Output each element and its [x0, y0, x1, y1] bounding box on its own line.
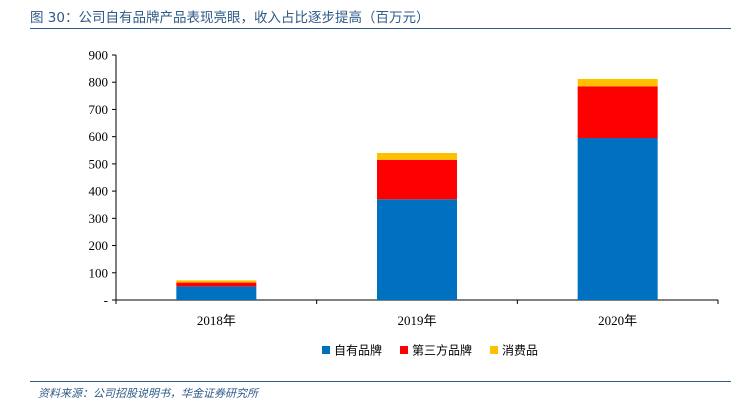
- source-note: 资料来源：公司招股说明书，华金证券研究所: [38, 387, 258, 400]
- y-tick-label: 300: [89, 211, 109, 226]
- bar-segment: [176, 286, 257, 300]
- bar-segment: [176, 282, 257, 287]
- y-tick-label: 400: [89, 184, 109, 199]
- bar-segment: [377, 153, 457, 160]
- x-tick-label: 2018年: [197, 313, 236, 328]
- bar-segment: [577, 138, 658, 300]
- y-tick-label: 600: [89, 129, 109, 144]
- source-divider: [30, 381, 731, 382]
- legend-swatch: [400, 346, 408, 354]
- legend-label: 第三方品牌: [412, 343, 472, 358]
- title-divider: [30, 28, 731, 29]
- bar-segment: [377, 199, 457, 300]
- x-tick-label: 2020年: [598, 313, 637, 328]
- bar-segment: [577, 78, 658, 87]
- legend-label: 消费品: [502, 344, 538, 358]
- y-tick-label: 100: [89, 265, 109, 280]
- bar-segment: [176, 280, 257, 283]
- legend-label: 自有品牌: [334, 344, 382, 358]
- y-tick-label: 800: [89, 75, 109, 90]
- y-tick-label: 700: [89, 102, 109, 117]
- chart-title: 图 30：公司自有品牌产品表现亮眼，收入占比逐步提高（百万元）: [30, 10, 430, 26]
- bar-segment: [377, 159, 457, 200]
- legend-swatch: [490, 346, 498, 354]
- y-tick-label: 900: [89, 48, 109, 63]
- y-tick-label: -: [104, 293, 108, 308]
- legend-swatch: [322, 346, 330, 354]
- y-tick-label: 200: [89, 238, 109, 253]
- y-tick-label: 500: [89, 156, 109, 171]
- bar-segment: [577, 86, 658, 139]
- x-tick-label: 2019年: [397, 313, 436, 328]
